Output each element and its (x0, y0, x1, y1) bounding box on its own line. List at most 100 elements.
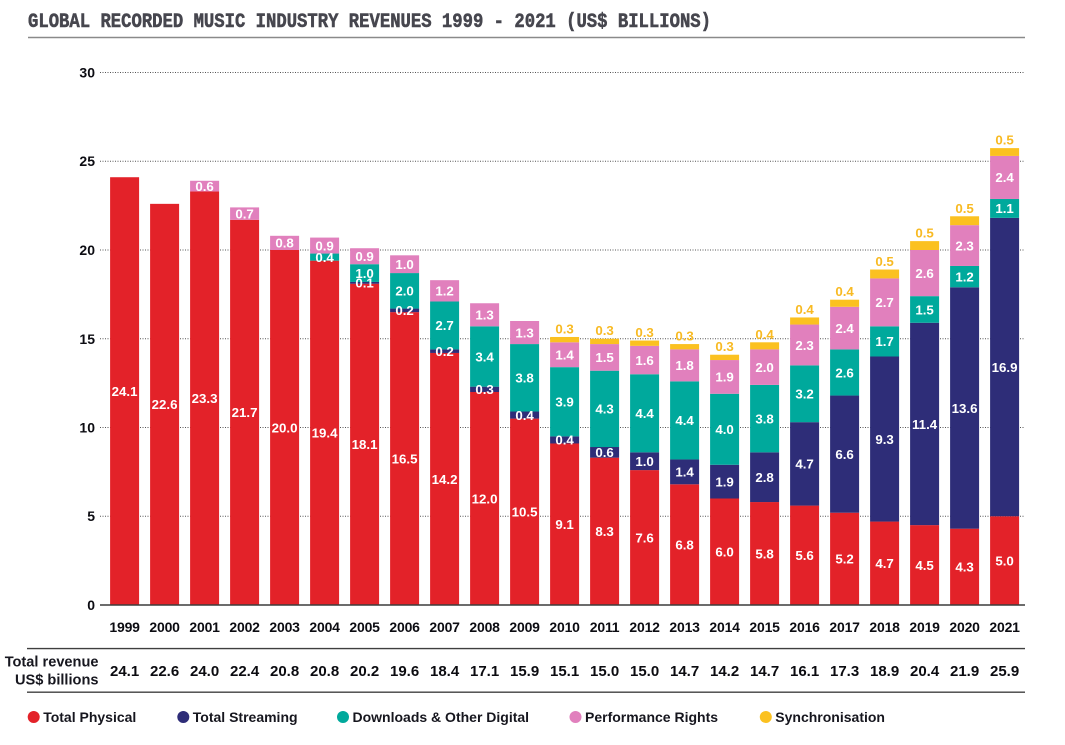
svg-text:3.2: 3.2 (795, 387, 814, 402)
svg-text:1.4: 1.4 (675, 465, 694, 480)
svg-text:21.7: 21.7 (232, 405, 258, 420)
svg-text:22.6: 22.6 (152, 397, 178, 412)
svg-text:3.4: 3.4 (475, 349, 494, 364)
svg-text:24.1: 24.1 (112, 384, 138, 399)
svg-text:0.3: 0.3 (595, 323, 614, 338)
svg-text:2.4: 2.4 (995, 170, 1014, 185)
svg-text:4.4: 4.4 (675, 413, 694, 428)
svg-text:0.8: 0.8 (275, 236, 294, 251)
svg-text:4.3: 4.3 (595, 402, 614, 417)
svg-text:0.3: 0.3 (555, 322, 574, 337)
svg-text:20.4: 20.4 (910, 663, 940, 680)
svg-text:14.7: 14.7 (670, 663, 699, 680)
svg-text:1.1: 1.1 (995, 201, 1014, 216)
svg-text:0.1: 0.1 (355, 276, 374, 291)
svg-text:2.8: 2.8 (755, 470, 774, 485)
svg-text:25.9: 25.9 (990, 663, 1019, 680)
svg-text:2.4: 2.4 (835, 321, 854, 336)
svg-text:16.9: 16.9 (992, 360, 1018, 375)
svg-text:20.8: 20.8 (270, 663, 299, 680)
svg-text:2002: 2002 (229, 619, 260, 635)
svg-text:14.2: 14.2 (710, 663, 739, 680)
svg-text:15.0: 15.0 (630, 663, 659, 680)
svg-text:16.1: 16.1 (790, 663, 819, 680)
svg-text:1.3: 1.3 (515, 325, 534, 340)
svg-text:2009: 2009 (509, 619, 540, 635)
svg-text:22.6: 22.6 (150, 663, 179, 680)
svg-text:1.0: 1.0 (395, 257, 414, 272)
svg-text:1.9: 1.9 (715, 370, 734, 385)
svg-text:6.0: 6.0 (715, 545, 734, 560)
svg-text:0.4: 0.4 (835, 284, 854, 299)
svg-text:22.4: 22.4 (230, 663, 260, 680)
svg-text:19.6: 19.6 (390, 663, 419, 680)
svg-text:10: 10 (79, 420, 95, 436)
svg-text:18.9: 18.9 (870, 663, 899, 680)
svg-text:2.3: 2.3 (795, 338, 814, 353)
svg-text:0.4: 0.4 (555, 433, 574, 448)
svg-text:4.7: 4.7 (875, 556, 894, 571)
svg-text:1.2: 1.2 (955, 269, 974, 284)
svg-text:0.3: 0.3 (675, 329, 694, 344)
svg-text:0.5: 0.5 (955, 201, 974, 216)
svg-text:2014: 2014 (709, 619, 740, 635)
svg-text:0.9: 0.9 (315, 238, 334, 253)
svg-text:6.8: 6.8 (675, 537, 694, 552)
svg-text:5.0: 5.0 (995, 553, 1014, 568)
svg-text:1.2: 1.2 (435, 284, 454, 299)
svg-text:2007: 2007 (429, 619, 460, 635)
svg-text:25: 25 (79, 153, 95, 169)
svg-text:9.3: 9.3 (875, 432, 894, 447)
svg-text:16.5: 16.5 (392, 451, 418, 466)
svg-text:3.8: 3.8 (755, 411, 774, 426)
svg-text:US$ billions: US$ billions (15, 673, 99, 689)
svg-text:12.0: 12.0 (472, 491, 498, 506)
svg-text:1.0: 1.0 (635, 454, 654, 469)
svg-text:2012: 2012 (629, 619, 660, 635)
svg-text:1999: 1999 (109, 619, 140, 635)
svg-text:0.5: 0.5 (875, 254, 894, 269)
svg-text:15.9: 15.9 (510, 663, 539, 680)
svg-text:13.6: 13.6 (952, 401, 978, 416)
svg-text:2.0: 2.0 (395, 284, 414, 299)
svg-text:0.7: 0.7 (235, 206, 254, 221)
svg-text:1.8: 1.8 (675, 358, 694, 373)
svg-text:2004: 2004 (309, 619, 340, 635)
svg-text:2015: 2015 (749, 619, 780, 635)
svg-text:0.3: 0.3 (635, 325, 654, 340)
svg-text:0.2: 0.2 (395, 303, 414, 318)
svg-text:2021: 2021 (989, 619, 1020, 635)
svg-text:0.6: 0.6 (595, 445, 614, 460)
svg-text:24.1: 24.1 (110, 663, 139, 680)
svg-text:19.4: 19.4 (312, 426, 338, 441)
svg-text:1.3: 1.3 (475, 308, 494, 323)
svg-text:2.0: 2.0 (755, 360, 774, 375)
svg-text:Downloads & Other Digital: Downloads & Other Digital (353, 709, 530, 725)
svg-text:7.6: 7.6 (635, 530, 654, 545)
svg-text:3.8: 3.8 (515, 371, 534, 386)
svg-text:0.6: 0.6 (195, 179, 214, 194)
svg-text:2.6: 2.6 (835, 365, 854, 380)
svg-text:1.5: 1.5 (595, 350, 614, 365)
svg-text:15.0: 15.0 (590, 663, 619, 680)
svg-text:20.2: 20.2 (350, 663, 379, 680)
svg-text:Total Physical: Total Physical (43, 709, 136, 725)
svg-text:4.3: 4.3 (955, 560, 974, 575)
svg-text:2018: 2018 (869, 619, 900, 635)
svg-text:3.9: 3.9 (555, 395, 574, 410)
svg-text:1.5: 1.5 (915, 302, 934, 317)
svg-text:0: 0 (87, 597, 95, 613)
svg-text:2005: 2005 (349, 619, 380, 635)
svg-text:5: 5 (87, 508, 95, 524)
svg-text:23.3: 23.3 (192, 391, 218, 406)
svg-text:2016: 2016 (789, 619, 820, 635)
svg-text:2019: 2019 (909, 619, 940, 635)
svg-text:17.1: 17.1 (470, 663, 499, 680)
svg-text:1.7: 1.7 (875, 334, 894, 349)
svg-text:21.9: 21.9 (950, 663, 979, 680)
svg-text:2011: 2011 (590, 619, 620, 635)
svg-text:4.5: 4.5 (915, 558, 934, 573)
svg-text:5.2: 5.2 (835, 552, 854, 567)
svg-text:30: 30 (79, 65, 95, 81)
svg-text:0.4: 0.4 (795, 302, 814, 317)
